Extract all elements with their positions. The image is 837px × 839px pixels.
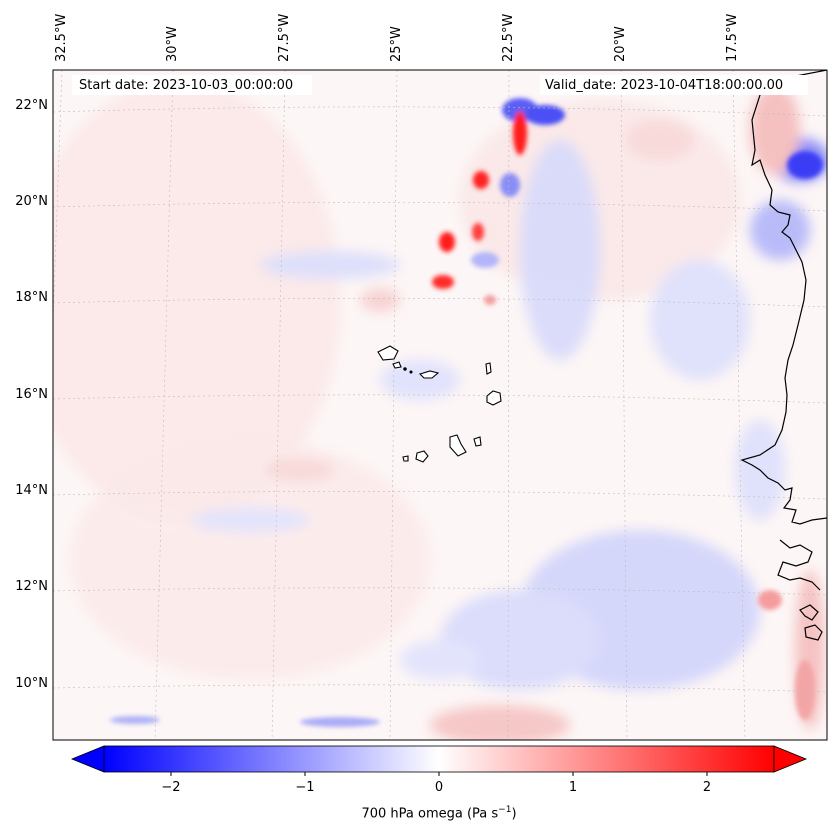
colorbar-tick-minus2: −2 — [161, 780, 181, 795]
lon-label-22-5w: 22.5°W — [501, 13, 516, 62]
colorbar-extend-right — [773, 745, 808, 773]
lon-label-20w: 20°W — [613, 26, 628, 62]
island-fogo — [415, 450, 429, 463]
lat-label-16n: 16°N — [15, 387, 48, 402]
island-santiago — [449, 434, 467, 457]
lon-label-32-5w: 32.5°W — [54, 13, 69, 62]
valid-date-label: Valid_date: 2023-10-04T18:00:00.00 — [541, 78, 788, 93]
colorbar-extend-left — [70, 745, 105, 773]
colorbar-tick-0: 0 — [434, 780, 444, 795]
colorbar-gradient — [103, 745, 775, 773]
coastlines — [740, 70, 827, 641]
lat-label-20n: 20°N — [15, 194, 48, 209]
colorbar-label: 700 hPa omega (Pa s−1) — [361, 805, 517, 822]
lat-label-18n: 18°N — [15, 290, 48, 305]
island-sao-nicolau — [418, 370, 440, 379]
colorbar-tick-1: 1 — [568, 780, 578, 795]
colorbar-tick-minus1: −1 — [295, 780, 315, 795]
lon-label-30w: 30°W — [165, 26, 180, 62]
lat-label-22n: 22°N — [15, 98, 48, 113]
gridlines — [53, 70, 827, 740]
lon-label-17-5w: 17.5°W — [725, 13, 740, 62]
island-brava — [402, 455, 409, 462]
map-frame — [52, 69, 828, 741]
colorbar — [70, 745, 808, 776]
island-sal — [485, 362, 492, 375]
island-santo-antao — [377, 345, 399, 361]
lat-label-12n: 12°N — [15, 579, 48, 594]
island-sao-vicente — [392, 361, 402, 369]
islands — [377, 345, 502, 463]
start-date-label: Start date: 2023-10-03_00:00:00 — [75, 78, 298, 93]
island-maio — [473, 436, 482, 447]
lat-label-14n: 14°N — [15, 483, 48, 498]
island-boa-vista — [486, 390, 502, 406]
lon-label-27-5w: 27.5°W — [277, 13, 292, 62]
colorbar-tick-2: 2 — [702, 780, 712, 795]
lat-label-10n: 10°N — [15, 676, 48, 691]
omega-field — [53, 70, 827, 740]
africa-coastline — [740, 70, 827, 525]
lon-label-25w: 25°W — [389, 26, 404, 62]
